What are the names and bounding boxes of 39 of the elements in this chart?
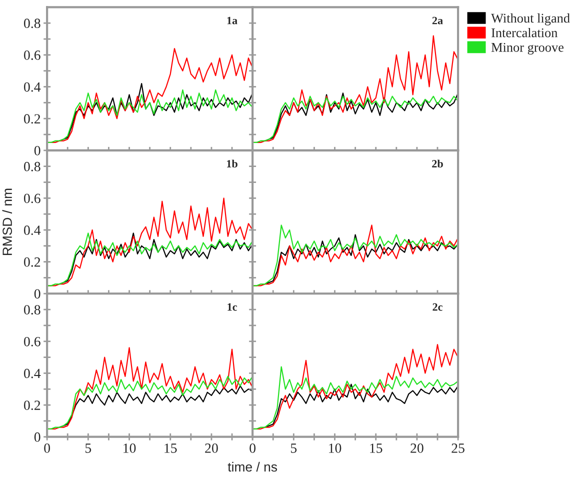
x-tick-label: 20 <box>205 444 218 453</box>
y-tick-label: 0.4 <box>24 226 41 235</box>
line-series <box>47 376 253 430</box>
y-axis-title: RMSD / nm <box>2 188 12 256</box>
y-tick-label: 0 <box>34 289 40 299</box>
y-tick-label: 0.6 <box>24 194 40 204</box>
annotation: 1c <box>228 303 237 311</box>
y-tick-label: 0.6 <box>24 50 40 60</box>
x-tick-label: 15 <box>370 444 382 453</box>
y-tick-label: 0.8 <box>24 162 40 172</box>
annotation: 2a <box>432 16 443 24</box>
x-tick-label: 10 <box>124 444 136 453</box>
annotation: 1a <box>227 16 238 24</box>
x-tick-label: 5 <box>86 444 92 453</box>
x-tick-label: 15 <box>164 444 177 453</box>
y-tick-label: 0.2 <box>24 257 40 267</box>
y-tick-label: 0.8 <box>24 305 40 315</box>
y-tick-label: 0 <box>34 432 40 442</box>
y-tick-label: 0.2 <box>24 400 40 410</box>
x-tick-label: 0 <box>250 444 256 453</box>
y-tick-label: 0.2 <box>24 114 40 124</box>
annotation: 2b <box>432 160 443 168</box>
y-tick-label: 0.6 <box>24 336 40 346</box>
annotation: 2c <box>432 303 442 311</box>
annotation: 1b <box>227 160 238 168</box>
y-tick-label: 0.4 <box>24 82 41 92</box>
x-tick-label: 0 <box>44 444 50 453</box>
x-axis-title: time / ns <box>228 462 278 472</box>
x-tick-label: 5 <box>290 444 297 453</box>
y-tick-label: 0.8 <box>24 18 40 28</box>
x-tick-label: 25 <box>452 444 464 453</box>
x-tick-label: 20 <box>410 444 424 453</box>
line-series <box>47 89 253 144</box>
legend-label: Intercalation <box>492 28 558 38</box>
legend-label: Minor groove <box>491 42 564 55</box>
y-tick-label: 0.4 <box>24 368 41 378</box>
legend-label: Without ligand <box>491 13 570 26</box>
x-tick-label: 10 <box>329 444 342 453</box>
y-tick-label: 0 <box>34 146 40 156</box>
